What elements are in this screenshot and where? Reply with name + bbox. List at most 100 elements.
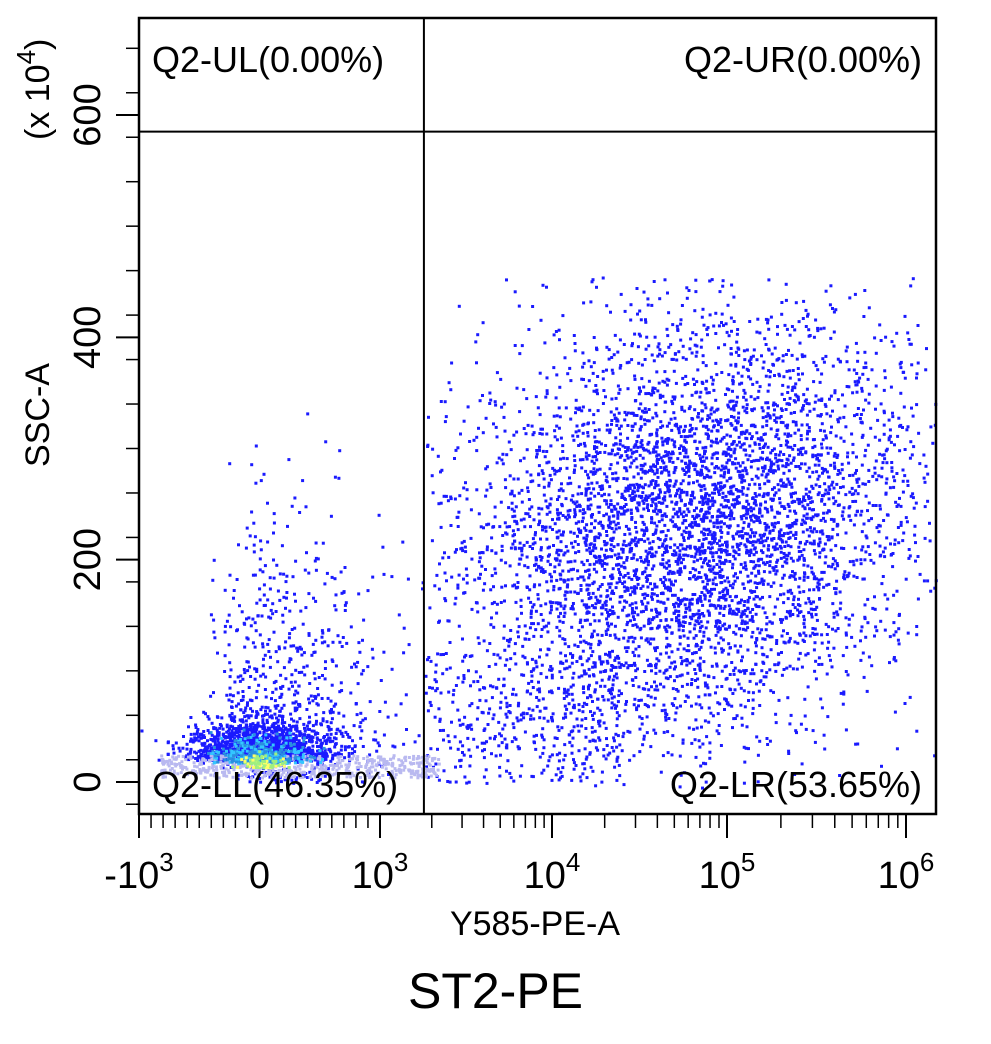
event-dot bbox=[871, 474, 875, 478]
event-dot bbox=[683, 700, 687, 703]
event-dot bbox=[682, 469, 686, 472]
event-dot bbox=[762, 661, 766, 665]
event-dot bbox=[643, 407, 647, 411]
event-dot bbox=[648, 469, 651, 473]
event-dot bbox=[610, 696, 614, 700]
event-dot bbox=[697, 571, 701, 574]
event-dot bbox=[800, 423, 804, 427]
event-dot bbox=[726, 303, 730, 307]
event-dot bbox=[706, 686, 710, 690]
event-dot bbox=[750, 437, 753, 441]
event-dot bbox=[531, 479, 535, 483]
event-dot bbox=[569, 590, 573, 594]
event-dot bbox=[668, 675, 672, 679]
event-dot bbox=[749, 395, 753, 399]
event-dot bbox=[810, 615, 814, 619]
event-dot bbox=[694, 464, 697, 468]
event-dot bbox=[609, 537, 613, 541]
event-dot bbox=[816, 368, 820, 372]
event-dot bbox=[669, 580, 673, 584]
event-dot bbox=[482, 639, 486, 643]
event-dot bbox=[788, 523, 792, 527]
event-dot bbox=[681, 620, 685, 624]
event-dot bbox=[530, 679, 534, 683]
event-dot bbox=[516, 581, 520, 584]
event-dot bbox=[670, 428, 674, 432]
event-dot bbox=[674, 560, 678, 563]
event-dot bbox=[704, 510, 708, 514]
event-dot bbox=[698, 703, 702, 707]
event-dot bbox=[663, 278, 667, 282]
event-dot bbox=[545, 389, 549, 393]
event-dot bbox=[439, 501, 443, 505]
event-dot bbox=[707, 499, 711, 503]
event-dot bbox=[775, 639, 779, 642]
event-dot bbox=[786, 696, 790, 700]
event-dot bbox=[707, 559, 711, 563]
event-dot bbox=[673, 697, 677, 701]
event-dot bbox=[802, 622, 806, 626]
event-dot bbox=[679, 318, 683, 322]
event-dot bbox=[739, 542, 743, 546]
event-dot bbox=[697, 622, 701, 626]
event-dot bbox=[617, 693, 621, 697]
event-dot bbox=[788, 664, 792, 668]
event-dot bbox=[505, 525, 509, 529]
event-dot bbox=[607, 505, 611, 509]
event-dot bbox=[644, 559, 648, 563]
event-dot bbox=[878, 438, 882, 442]
event-dot bbox=[844, 728, 848, 732]
event-dot bbox=[649, 695, 653, 699]
event-dot bbox=[729, 509, 733, 513]
event-dot bbox=[528, 626, 532, 630]
event-dot bbox=[700, 401, 704, 405]
event-dot bbox=[627, 542, 631, 546]
event-dot bbox=[726, 447, 730, 451]
event-dot bbox=[515, 617, 519, 621]
event-dot bbox=[660, 518, 664, 522]
event-dot bbox=[644, 494, 648, 498]
event-dot bbox=[755, 519, 759, 522]
event-dot bbox=[572, 334, 576, 337]
event-dot bbox=[839, 436, 843, 440]
event-dot bbox=[629, 318, 633, 322]
event-dot bbox=[673, 679, 676, 683]
event-dot bbox=[571, 653, 575, 657]
event-dot bbox=[742, 586, 746, 590]
event-dot bbox=[637, 704, 640, 708]
event-dot bbox=[618, 571, 622, 574]
event-dot bbox=[821, 471, 824, 475]
event-dot bbox=[738, 382, 742, 386]
event-dot bbox=[830, 483, 834, 487]
event-dot bbox=[702, 614, 706, 618]
event-dot bbox=[713, 466, 717, 470]
event-dot bbox=[782, 573, 786, 577]
event-dot bbox=[860, 509, 864, 513]
event-dot bbox=[835, 482, 839, 486]
event-dot bbox=[774, 565, 778, 568]
event-dot bbox=[888, 428, 892, 432]
event-dot bbox=[628, 730, 632, 734]
event-dot bbox=[677, 555, 681, 559]
event-dot bbox=[801, 407, 805, 411]
event-dot bbox=[714, 606, 718, 610]
event-dot bbox=[682, 536, 686, 540]
event-dot bbox=[522, 427, 526, 430]
event-dot bbox=[583, 511, 587, 515]
event-dot bbox=[653, 582, 657, 586]
event-dot bbox=[704, 500, 708, 504]
event-dot bbox=[899, 360, 903, 364]
event-dot bbox=[895, 472, 899, 475]
event-dot bbox=[785, 632, 789, 635]
event-dot bbox=[765, 671, 769, 675]
event-dot bbox=[722, 435, 726, 439]
event-dot bbox=[562, 716, 565, 720]
event-dot bbox=[745, 403, 749, 407]
event-dot bbox=[756, 437, 760, 441]
event-dot bbox=[622, 585, 626, 589]
event-dot bbox=[720, 321, 723, 324]
event-dot bbox=[607, 515, 611, 519]
event-dot bbox=[722, 475, 726, 479]
event-dot bbox=[754, 474, 758, 478]
event-dot bbox=[520, 546, 524, 550]
